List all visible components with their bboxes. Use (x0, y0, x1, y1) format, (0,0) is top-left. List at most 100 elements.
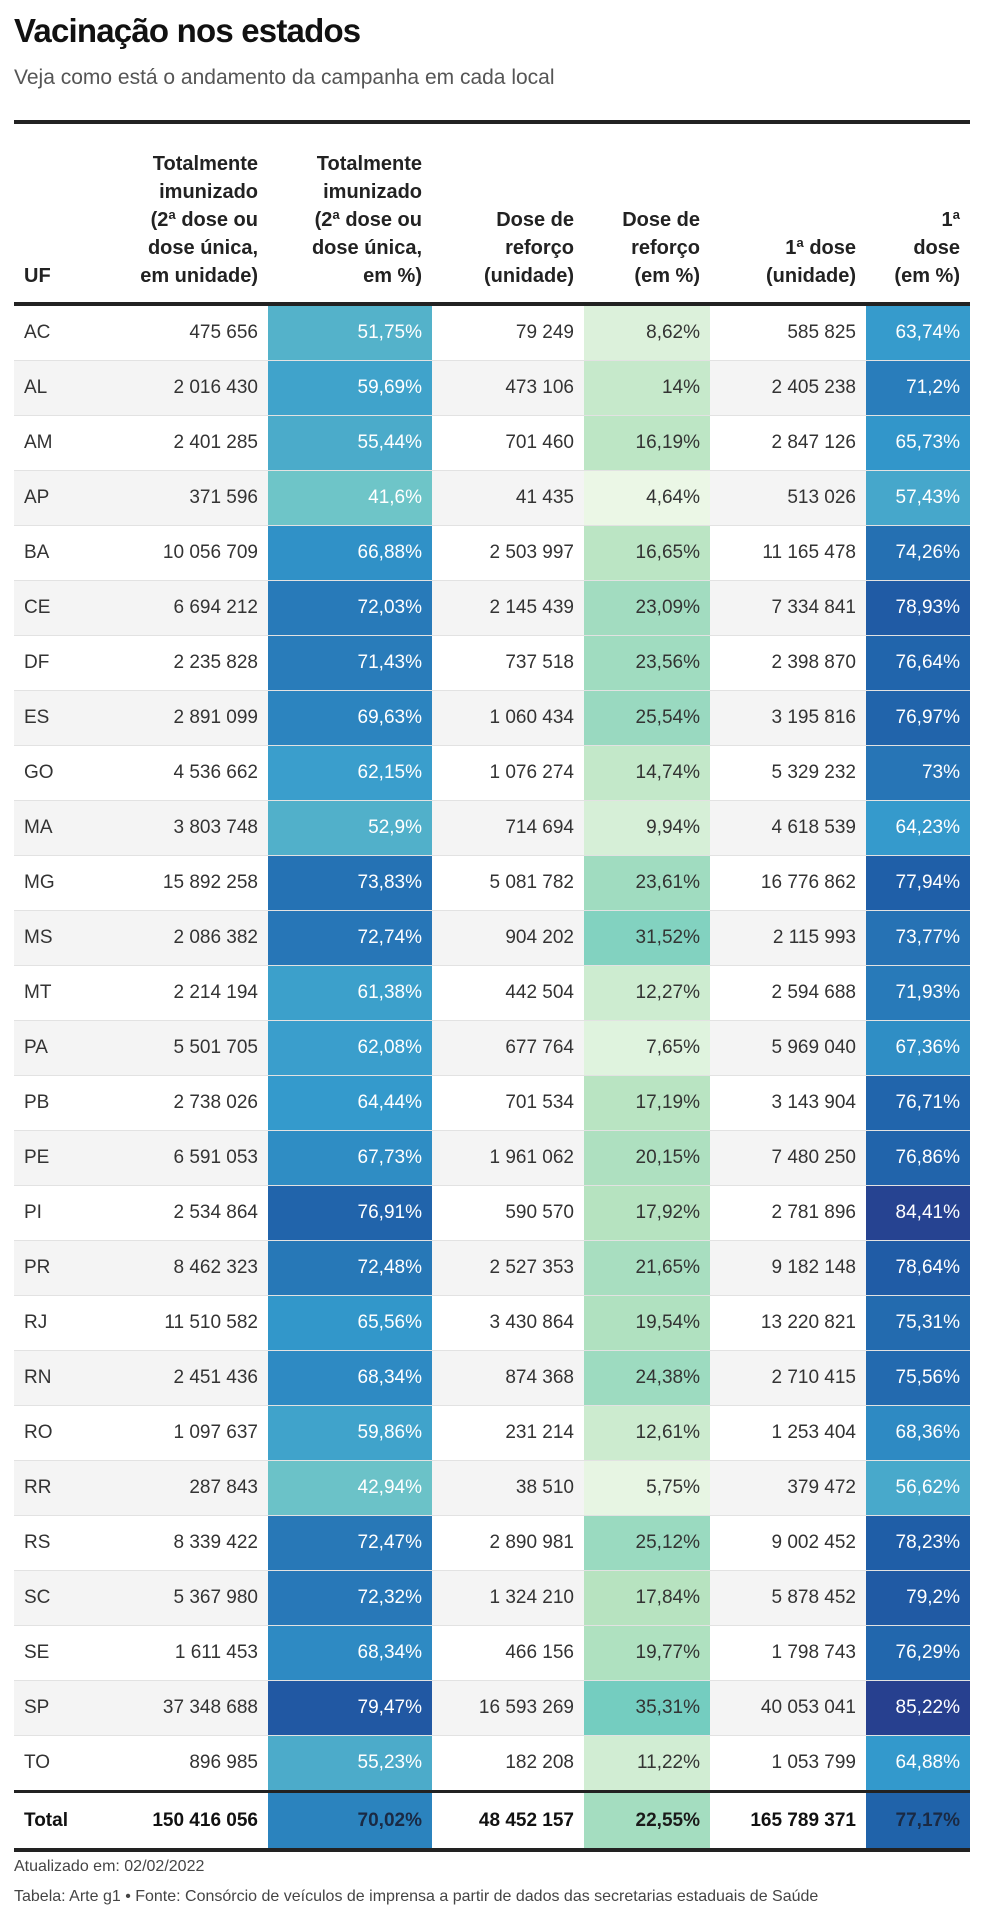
table-row: MG 15 892 258 73,83% 5 081 782 23,61% 16 776 … (14, 855, 970, 911)
table-row: AM 2 401 285 55,44% 701 460 16,19% 2 847 126 6… (14, 415, 970, 471)
cell-primeira-dose-percent: 85,22% (866, 1680, 970, 1736)
table-row: PR 8 462 323 72,48% 2 527 353 21,65% 9 182 14… (14, 1240, 970, 1296)
cell-imunizado-percent: 72,74% (268, 910, 432, 966)
table-row: RN 2 451 436 68,34% 874 368 24,38% 2 710 415 7… (14, 1350, 970, 1406)
cell-imunizado-unidade: 287 843 (110, 1460, 268, 1516)
cell-uf: GO (14, 745, 110, 801)
cell-reforco-unidade: 466 156 (432, 1625, 584, 1681)
cell-imunizado-unidade: 2 451 436 (110, 1350, 268, 1406)
cell-reforco-percent: 9,94% (584, 800, 710, 856)
cell-primeira-dose-unidade: 11 165 478 (710, 525, 866, 581)
cell-reforco-unidade: 79 249 (432, 304, 584, 361)
cell-reforco-unidade: 2 145 439 (432, 580, 584, 636)
cell-primeira-dose-percent: 67,36% (866, 1020, 970, 1076)
cell-reforco-percent: 25,12% (584, 1515, 710, 1571)
cell-primeira-dose-unidade: 5 329 232 (710, 745, 866, 801)
table-row: MA 3 803 748 52,9% 714 694 9,94% 4 618 539 64,… (14, 800, 970, 856)
cell-imunizado-unidade: 2 235 828 (110, 635, 268, 691)
cell-imunizado-unidade: 6 591 053 (110, 1130, 268, 1186)
column-header-primeira-dose-unidade: 1ª dose (unidade) (710, 124, 866, 306)
cell-uf: AM (14, 415, 110, 471)
table-row: PB 2 738 026 64,44% 701 534 17,19% 3 143 904 7… (14, 1075, 970, 1131)
top-rule (14, 120, 970, 124)
cell-primeira-dose-percent: 78,93% (866, 580, 970, 636)
table-row: RR 287 843 42,94% 38 510 5,75% 379 472 56,62% (14, 1460, 970, 1516)
cell-primeira-dose-percent: 73,77% (866, 910, 970, 966)
total-reforco-percent: 22,55% (584, 1790, 710, 1852)
updated-note: Atualizado em: 02/02/2022 (14, 1858, 205, 1875)
cell-reforco-percent: 35,31% (584, 1680, 710, 1736)
table-row: TO 896 985 55,23% 182 208 11,22% 1 053 799 64,… (14, 1735, 970, 1792)
cell-imunizado-percent: 72,32% (268, 1570, 432, 1626)
cell-primeira-dose-unidade: 9 182 148 (710, 1240, 866, 1296)
cell-primeira-dose-unidade: 3 143 904 (710, 1075, 866, 1131)
cell-primeira-dose-unidade: 379 472 (710, 1460, 866, 1516)
page-title: Vacinação nos estados (14, 12, 361, 49)
cell-primeira-dose-percent: 71,2% (866, 360, 970, 416)
cell-primeira-dose-percent: 64,23% (866, 800, 970, 856)
cell-reforco-unidade: 701 460 (432, 415, 584, 471)
table-row: AL 2 016 430 59,69% 473 106 14% 2 405 238 71,2… (14, 360, 970, 416)
cell-uf: MT (14, 965, 110, 1021)
cell-imunizado-unidade: 2 401 285 (110, 415, 268, 471)
cell-uf: PR (14, 1240, 110, 1296)
cell-reforco-percent: 19,77% (584, 1625, 710, 1681)
table-row: AP 371 596 41,6% 41 435 4,64% 513 026 57,43% (14, 470, 970, 526)
cell-primeira-dose-unidade: 2 847 126 (710, 415, 866, 471)
cell-imunizado-unidade: 2 086 382 (110, 910, 268, 966)
cell-primeira-dose-unidade: 1 253 404 (710, 1405, 866, 1461)
table-row: RS 8 339 422 72,47% 2 890 981 25,12% 9 002 45… (14, 1515, 970, 1571)
cell-uf: AP (14, 470, 110, 526)
cell-uf: MA (14, 800, 110, 856)
cell-imunizado-unidade: 2 016 430 (110, 360, 268, 416)
cell-uf: PA (14, 1020, 110, 1076)
cell-imunizado-percent: 79,47% (268, 1680, 432, 1736)
cell-reforco-unidade: 701 534 (432, 1075, 584, 1131)
cell-reforco-unidade: 714 694 (432, 800, 584, 856)
cell-imunizado-unidade: 5 501 705 (110, 1020, 268, 1076)
cell-imunizado-percent: 69,63% (268, 690, 432, 746)
cell-uf: TO (14, 1735, 110, 1792)
cell-reforco-percent: 23,09% (584, 580, 710, 636)
cell-imunizado-percent: 62,08% (268, 1020, 432, 1076)
table-row: SE 1 611 453 68,34% 466 156 19,77% 1 798 743 7… (14, 1625, 970, 1681)
cell-reforco-percent: 17,92% (584, 1185, 710, 1241)
table-row: SP 37 348 688 79,47% 16 593 269 35,31% 40 053… (14, 1680, 970, 1736)
total-imunizado-percent: 70,02% (268, 1790, 432, 1852)
cell-primeira-dose-unidade: 2 398 870 (710, 635, 866, 691)
total-primeira-dose-percent: 77,17% (866, 1790, 970, 1852)
cell-imunizado-unidade: 475 656 (110, 304, 268, 361)
total-label: Total (14, 1790, 110, 1852)
table-row: AC 475 656 51,75% 79 249 8,62% 585 825 63,74% (14, 304, 970, 361)
table-row: BA 10 056 709 66,88% 2 503 997 16,65% 11 165 … (14, 525, 970, 581)
cell-reforco-percent: 17,84% (584, 1570, 710, 1626)
table-row: SC 5 367 980 72,32% 1 324 210 17,84% 5 878 45… (14, 1570, 970, 1626)
cell-imunizado-unidade: 1 611 453 (110, 1625, 268, 1681)
cell-reforco-percent: 17,19% (584, 1075, 710, 1131)
cell-primeira-dose-unidade: 9 002 452 (710, 1515, 866, 1571)
cell-reforco-unidade: 1 076 274 (432, 745, 584, 801)
cell-imunizado-unidade: 2 738 026 (110, 1075, 268, 1131)
table-row: MT 2 214 194 61,38% 442 504 12,27% 2 594 688 7… (14, 965, 970, 1021)
cell-primeira-dose-percent: 75,31% (866, 1295, 970, 1351)
cell-uf: CE (14, 580, 110, 636)
cell-primeira-dose-unidade: 585 825 (710, 304, 866, 361)
cell-imunizado-unidade: 4 536 662 (110, 745, 268, 801)
cell-primeira-dose-percent: 56,62% (866, 1460, 970, 1516)
cell-imunizado-unidade: 8 339 422 (110, 1515, 268, 1571)
cell-primeira-dose-percent: 57,43% (866, 470, 970, 526)
cell-primeira-dose-unidade: 1 053 799 (710, 1735, 866, 1792)
cell-imunizado-percent: 72,48% (268, 1240, 432, 1296)
cell-reforco-unidade: 874 368 (432, 1350, 584, 1406)
cell-imunizado-unidade: 2 214 194 (110, 965, 268, 1021)
table-row: PE 6 591 053 67,73% 1 961 062 20,15% 7 480 25… (14, 1130, 970, 1186)
cell-reforco-percent: 24,38% (584, 1350, 710, 1406)
cell-uf: SC (14, 1570, 110, 1626)
cell-primeira-dose-percent: 76,71% (866, 1075, 970, 1131)
cell-primeira-dose-unidade: 1 798 743 (710, 1625, 866, 1681)
column-header-primeira-dose-percent: 1ª dose (em %) (866, 124, 970, 306)
source-note: Tabela: Arte g1 • Fonte: Consórcio de ve… (14, 1888, 819, 1905)
cell-reforco-unidade: 2 503 997 (432, 525, 584, 581)
cell-imunizado-percent: 41,6% (268, 470, 432, 526)
cell-imunizado-percent: 42,94% (268, 1460, 432, 1516)
